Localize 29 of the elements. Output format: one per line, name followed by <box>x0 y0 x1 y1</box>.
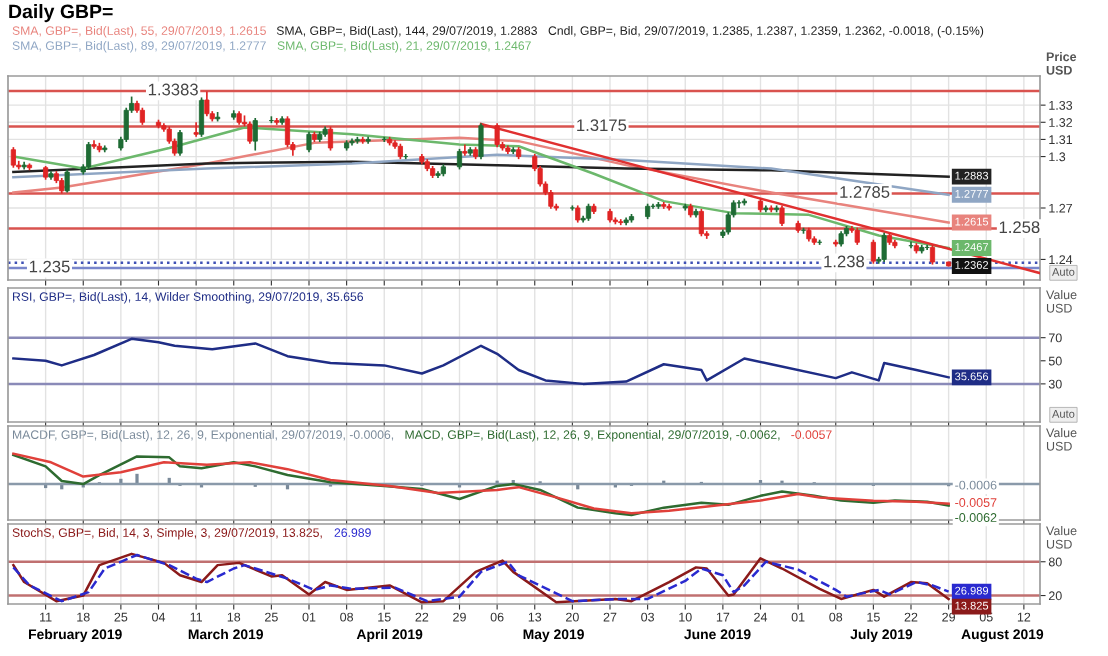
chart-title: Daily GBP= <box>9 4 113 23</box>
ref-line-label: 1.258 <box>999 221 1040 234</box>
candlestick <box>698 208 704 238</box>
candlestick <box>929 244 936 266</box>
candlestick <box>548 189 554 210</box>
candlestick <box>478 122 484 160</box>
candlestick <box>870 238 876 265</box>
candlestick <box>10 146 16 169</box>
ref-line-label: 1.2785 <box>840 186 890 198</box>
candlestick <box>327 125 334 152</box>
candlestick <box>881 232 887 263</box>
candlestick <box>198 96 205 138</box>
ref-line-label: 1.3383 <box>148 83 198 96</box>
candlestick <box>64 168 70 194</box>
candlestick <box>284 115 291 148</box>
candlestick <box>736 199 742 209</box>
candlestick <box>86 141 92 171</box>
candlestick <box>247 120 253 145</box>
ref-line-label: 1.3175 <box>577 119 627 132</box>
candlestick <box>252 117 258 152</box>
candlestick <box>204 90 210 118</box>
candlestick <box>908 240 914 250</box>
candlestick <box>456 148 463 171</box>
candlestick <box>779 204 785 227</box>
ref-line-label: 1.238 <box>824 255 865 268</box>
candlestick <box>193 121 199 138</box>
candlestick <box>177 129 183 157</box>
ref-line-label: 1.235 <box>29 260 70 273</box>
candlestick <box>306 130 312 154</box>
